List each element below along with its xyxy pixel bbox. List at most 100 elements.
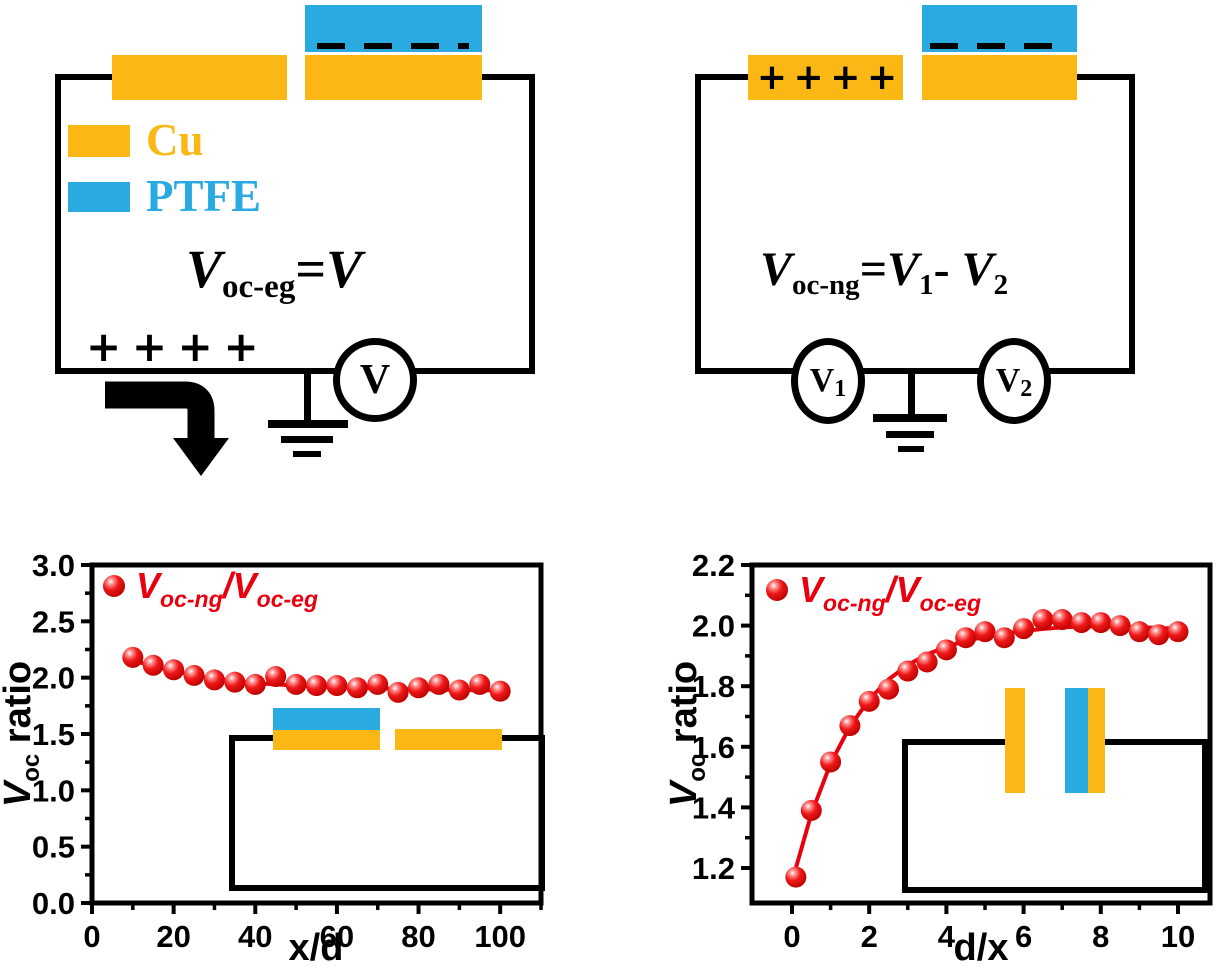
- eq-sub1: oc-ng: [792, 268, 860, 301]
- x-axis-label: x/d: [289, 927, 344, 967]
- y-tick-label: 1.0: [32, 773, 75, 808]
- data-point: [489, 680, 511, 702]
- data-point: [469, 673, 491, 695]
- y-tick-label: 1.6: [692, 730, 735, 765]
- data-point: [1090, 612, 1112, 634]
- voltmeter-v: V: [333, 338, 417, 422]
- y-axis-label: Voc ratio: [663, 661, 711, 807]
- ground-bar-2: [281, 436, 333, 443]
- legend-label: Voc-ng/Voc-eg: [799, 569, 981, 616]
- eq-equals: =: [859, 243, 888, 296]
- data-point: [428, 673, 450, 695]
- x-tick-label: 0: [783, 919, 800, 954]
- ground-stem: [908, 374, 915, 418]
- voltmeter-v1-label: V: [809, 362, 835, 399]
- data-point: [1051, 609, 1073, 631]
- wire-top-left-segment: [695, 74, 755, 80]
- data-point: [820, 751, 842, 773]
- y-tick-label: 1.2: [692, 851, 735, 886]
- cu-legend-swatch: [68, 125, 130, 157]
- inset-schematic: [902, 688, 1208, 893]
- x-tick-label: 4: [938, 919, 956, 954]
- data-point: [785, 866, 807, 888]
- y-axis-label: Voc ratio: [0, 661, 45, 807]
- wire-bottom: [695, 368, 1135, 374]
- voltmeter-v1-sub: 1: [834, 375, 847, 402]
- legend-marker: [103, 575, 125, 597]
- cu-legend-label: Cu: [146, 115, 204, 165]
- wire-top-left-segment: [55, 74, 120, 80]
- y-tick-label: 2.0: [692, 609, 735, 644]
- legend-marker: [766, 579, 788, 601]
- eq-v3: V: [961, 243, 994, 296]
- ground-bar-2: [886, 431, 934, 438]
- charge-flow-arrow: [105, 381, 229, 476]
- data-point: [367, 673, 389, 695]
- inset-schematic: [229, 708, 545, 891]
- data-point: [993, 627, 1015, 649]
- ground-stem: [304, 374, 311, 422]
- eq-v2: V: [887, 243, 920, 296]
- ptfe-layer: [305, 5, 482, 52]
- ground-bar-3: [293, 451, 321, 457]
- data-point: [1148, 624, 1170, 646]
- data-point: [878, 678, 899, 700]
- data-point: [839, 715, 861, 737]
- data-point: [1109, 615, 1131, 637]
- x-tick-label: 2: [861, 919, 878, 954]
- ptfe-layer: [922, 5, 1077, 52]
- data-point: [142, 654, 164, 676]
- negative-charge-dashes: [930, 43, 1070, 49]
- positive-charges-on-electrode: + + + +: [756, 57, 897, 98]
- x-tick-label: 6: [1015, 919, 1032, 954]
- data-point: [897, 660, 919, 682]
- data-point: [203, 669, 225, 691]
- ground-bar-1: [268, 420, 348, 428]
- data-point: [306, 675, 327, 697]
- y-tick-label: 1.8: [692, 669, 735, 704]
- x-tick-label: 0: [83, 919, 100, 954]
- equation-voc-ng: Voc-ng=V1- V2: [760, 243, 1008, 300]
- x-tick-label: 8: [1092, 919, 1109, 954]
- data-point: [285, 673, 307, 695]
- data-point: [800, 799, 822, 821]
- data-point: [448, 679, 470, 701]
- eq-v1: V: [760, 243, 793, 296]
- data-point: [955, 627, 977, 649]
- data-point: [408, 677, 430, 699]
- x-tick-label: 60: [320, 919, 354, 954]
- eq-sub2: 1: [919, 268, 934, 301]
- wire-right: [529, 74, 535, 374]
- eq-minus: -: [933, 243, 962, 296]
- ground-bar-3: [898, 446, 924, 452]
- data-point: [265, 666, 287, 688]
- data-point: [122, 646, 144, 668]
- cu-electrode-left: + + + +: [748, 55, 903, 100]
- chart-voc-ratio-vs-xd: 0 20 40 60 80 100 0.0 0.5 1.0 1.5 2.0 2.5 3.0 x/d Voc …: [0, 548, 545, 967]
- data-point: [163, 659, 185, 681]
- data-point: [326, 675, 348, 697]
- data-point: [935, 639, 957, 661]
- y-tick-label: 2.5: [32, 604, 75, 639]
- y-tick-label: 1.4: [692, 790, 736, 825]
- ptfe-legend-label: PTFE: [146, 171, 262, 221]
- data-point: [387, 681, 409, 703]
- data-point: [224, 671, 246, 693]
- ground-bar-1: [873, 414, 947, 422]
- eq-equals: =: [295, 239, 327, 299]
- x-tick-label: 20: [156, 919, 190, 954]
- x-tick-label: 10: [1161, 919, 1195, 954]
- data-point: [346, 677, 368, 699]
- data-point: [244, 673, 266, 695]
- cu-electrode-right: [305, 55, 482, 100]
- voltmeter-v-label: V: [359, 357, 391, 403]
- legend-label: Voc-ng/Voc-eg: [136, 565, 318, 612]
- data-point: [1071, 612, 1092, 634]
- y-tick-label: 3.0: [32, 548, 75, 583]
- wire-left: [695, 74, 701, 374]
- fit-line: [793, 624, 1180, 870]
- y-tick-label: 0.0: [32, 886, 75, 921]
- data-point: [183, 664, 205, 686]
